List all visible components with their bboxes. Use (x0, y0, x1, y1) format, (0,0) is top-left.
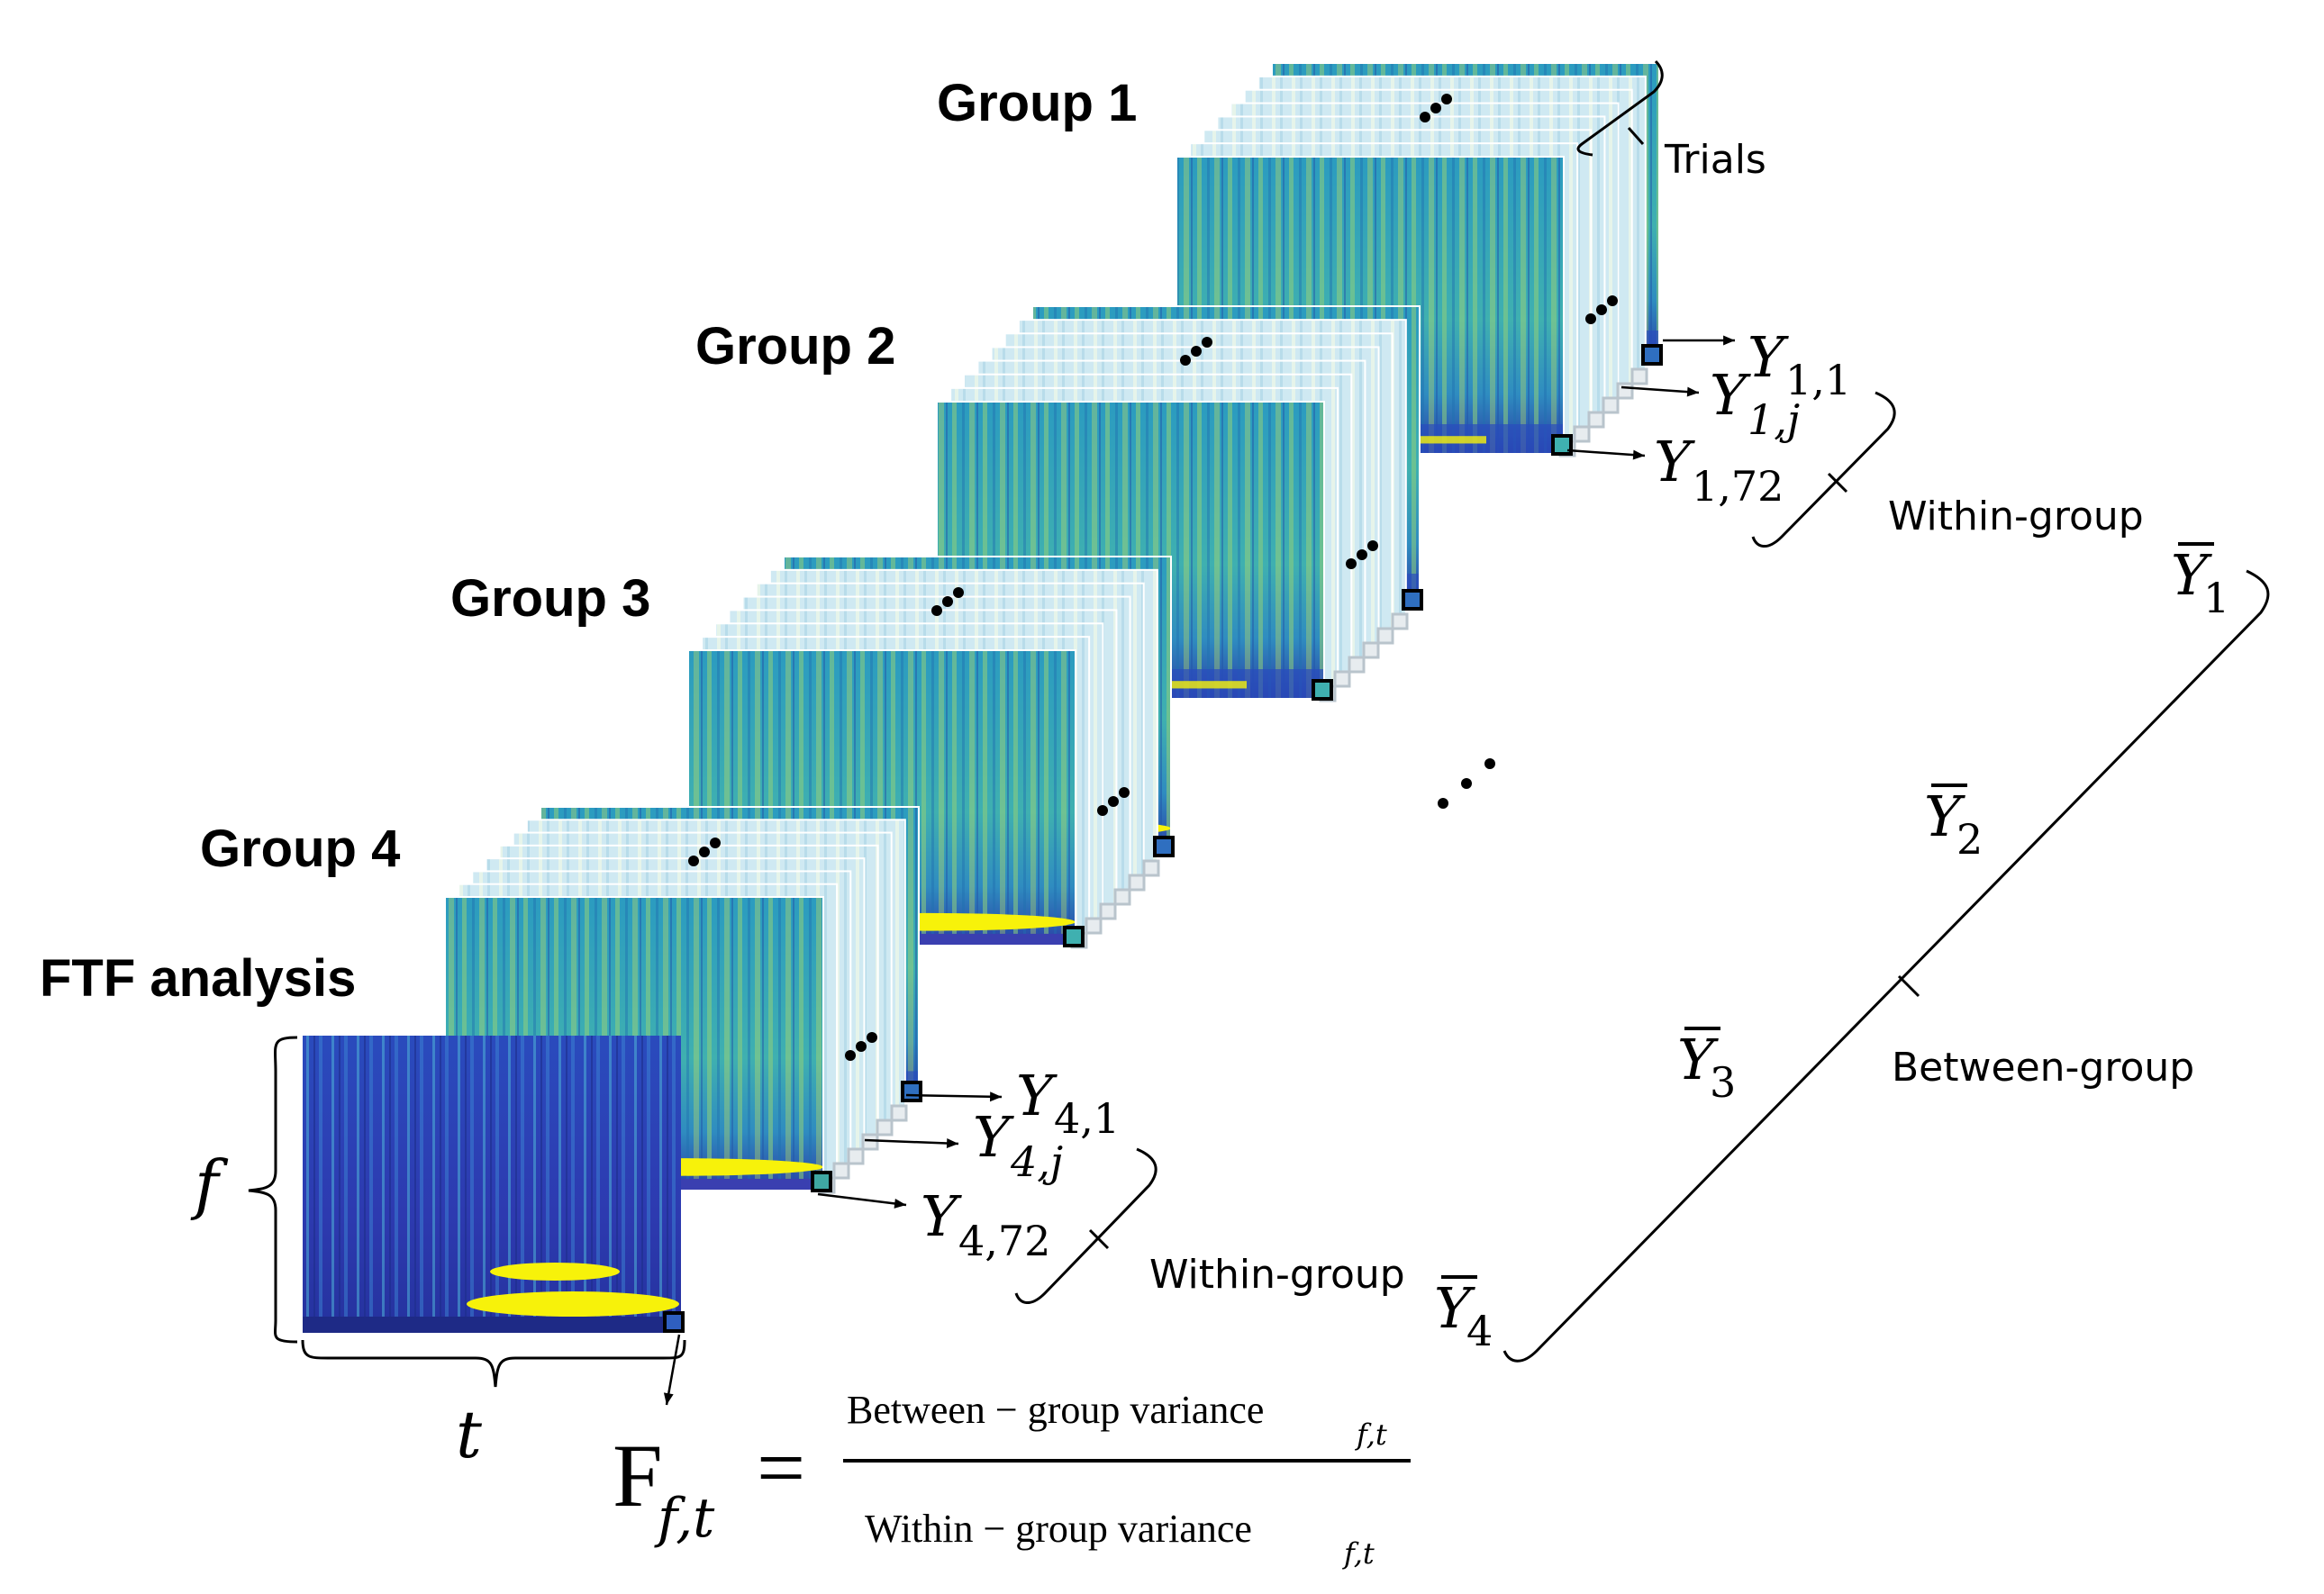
trials-ellipsis (1180, 337, 1212, 366)
freq-bracket (248, 1036, 298, 1344)
trials-bracket (1576, 59, 1664, 157)
svg-text:Y: Y (1016, 1063, 1058, 1128)
svg-text:1: 1 (2203, 574, 2229, 622)
within-bracket-tick-4 (1088, 1228, 1110, 1250)
within-bracket-tick-1 (1827, 472, 1848, 494)
y-4-j-label: Y 4,j (973, 1104, 1063, 1186)
svg-text:Y: Y (1748, 324, 1789, 390)
f-statistic-formula: F f,t = Between − group variance f,t Wit… (613, 1388, 1411, 1571)
formula-numerator: Between − group variance (847, 1388, 1264, 1432)
y-4-1-arrow (905, 1091, 1003, 1102)
front-trial-spectrogram (687, 649, 1076, 946)
freq-axis-label: f (190, 1146, 229, 1222)
trials-ellipsis (1585, 295, 1618, 324)
mean-y2-label: Y 2 (1924, 783, 1983, 864)
svg-text:3: 3 (1710, 1058, 1736, 1107)
trial-marker-stack (1070, 859, 1160, 949)
svg-text:Y: Y (1677, 1027, 1719, 1092)
trials-ellipsis (1097, 787, 1130, 816)
marker-first-trial (1402, 589, 1423, 611)
svg-text:Y: Y (921, 1183, 962, 1249)
within-group-label-1: Within-group (1888, 494, 2144, 539)
ftf-spectrogram (303, 1036, 685, 1333)
group-2-stack (936, 305, 1423, 702)
y-1-72-arrow (1566, 448, 1646, 460)
svg-text:Y: Y (1654, 429, 1695, 494)
svg-text:Y: Y (2171, 542, 2212, 608)
marker-last-trial (811, 1171, 832, 1192)
formula-lhs-base: F (613, 1426, 663, 1526)
svg-text:Y: Y (1434, 1275, 1475, 1341)
trials-ellipsis (845, 1032, 877, 1061)
y-4-1-label: Y 4,1 (1016, 1063, 1120, 1143)
y-4-72-arrow (817, 1192, 907, 1209)
formula-denominator: Within − group variance (865, 1507, 1252, 1551)
trials-label: Trials (1664, 137, 1766, 183)
marker-first-trial (1641, 344, 1663, 366)
mean-y3-label: Y 3 (1677, 1027, 1736, 1107)
svg-text:4,j: 4,j (1010, 1137, 1063, 1186)
time-axis-label: t (456, 1397, 483, 1472)
trials-ellipsis (931, 587, 964, 616)
trials-ellipsis (1420, 94, 1452, 122)
trials-bracket-tick (1627, 127, 1645, 145)
formula-lhs-sub: f,t (654, 1487, 715, 1550)
marker-first-trial (901, 1081, 922, 1102)
svg-text:1,72: 1,72 (1692, 462, 1784, 511)
y-1-1-label: Y 1,1 (1748, 324, 1851, 404)
marker-last-trial (1551, 434, 1573, 456)
groups-ellipsis (1438, 758, 1495, 809)
ftf-to-formula-arrow (663, 1334, 681, 1406)
within-group-bracket-1 (1751, 391, 1896, 548)
time-bracket (301, 1339, 686, 1388)
svg-text:4,72: 4,72 (958, 1217, 1050, 1265)
y-1-72-label: Y 1,72 (1654, 429, 1784, 511)
trials-ellipsis (688, 838, 721, 866)
y-1-1-arrow (1663, 335, 1735, 346)
marker-last-trial (1312, 679, 1333, 701)
svg-text:4: 4 (1466, 1307, 1493, 1355)
y-1-j-arrow (1620, 385, 1700, 397)
group-1-label: Group 1 (937, 74, 1137, 132)
trials-ellipsis (1346, 540, 1378, 569)
ftf-analysis-label: FTF analysis (40, 949, 356, 1008)
marker-first-trial (1153, 836, 1175, 857)
svg-text:1,1: 1,1 (1785, 356, 1851, 404)
svg-text:Y: Y (1924, 783, 1965, 849)
group-2-label: Group 2 (695, 317, 895, 376)
svg-text:1,j: 1,j (1748, 395, 1800, 444)
marker-last-trial (1063, 926, 1085, 947)
between-bracket-tick (1897, 974, 1920, 998)
formula-denominator-sub: f,t (1342, 1536, 1375, 1571)
y-1-j-label: Y 1,j (1710, 362, 1800, 444)
mean-y4-label: Y 4 (1434, 1275, 1493, 1355)
svg-text:2: 2 (1956, 815, 1983, 864)
between-group-label: Between-group (1892, 1045, 2194, 1091)
svg-text:Y: Y (973, 1104, 1014, 1170)
svg-text:4,1: 4,1 (1054, 1094, 1120, 1143)
group-4-label: Group 4 (200, 820, 400, 878)
group-3-label: Group 3 (450, 569, 650, 628)
ftf-marker-square (663, 1311, 685, 1333)
formula-numerator-sub: f,t (1355, 1417, 1387, 1452)
y-4-72-label: Y 4,72 (921, 1183, 1050, 1265)
svg-text:Y: Y (1710, 362, 1751, 428)
within-group-label-4: Within-group (1149, 1252, 1405, 1298)
mean-y1-label: Y 1 (2171, 542, 2229, 622)
formula-equals: = (757, 1419, 805, 1516)
between-group-bracket (1502, 569, 2270, 1363)
y-4-j-arrow (864, 1138, 959, 1148)
